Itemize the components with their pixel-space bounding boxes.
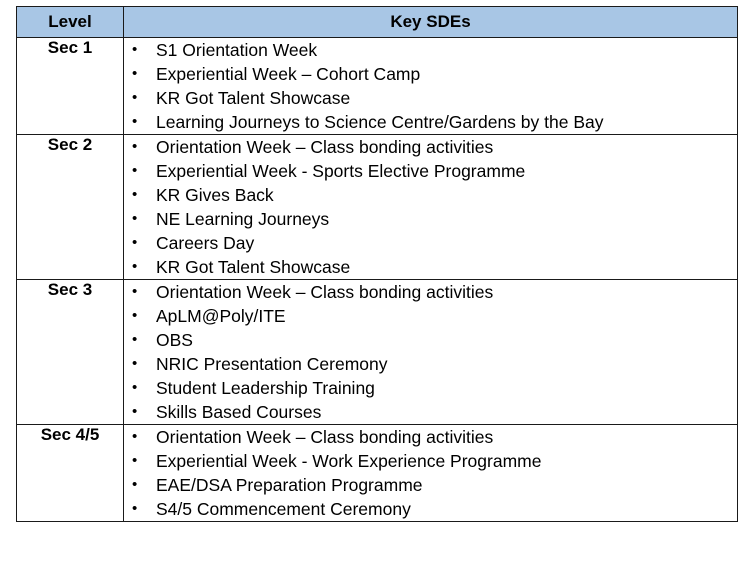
list-item: • Careers Day [124, 231, 737, 255]
level-cell: Sec 3 [16, 279, 124, 425]
bullet-icon: • [132, 65, 138, 82]
bullet-icon: • [132, 283, 138, 300]
list-item: • Orientation Week – Class bonding activi… [124, 280, 737, 304]
list-item: • KR Got Talent Showcase [124, 255, 737, 279]
list-item: • S4/5 Commencement Ceremony [124, 497, 737, 521]
bullet-icon: • [132, 89, 138, 106]
bullet-icon: • [132, 138, 138, 155]
list-item: • Experiential Week - Sports Elective Pro… [124, 159, 737, 183]
sde-cell: • S1 Orientation Week • Experiential Week … [123, 37, 738, 135]
list-item: • Experiential Week - Work Experience Pro… [124, 449, 737, 473]
bullet-icon: • [132, 500, 138, 517]
list-item: • OBS [124, 328, 737, 352]
sde-item-text: Careers Day [156, 233, 255, 253]
table-row: Sec 1 • S1 Orientation Week • Experiential… [16, 37, 738, 135]
bullet-icon: • [132, 307, 138, 324]
sde-item-text: OBS [156, 330, 193, 350]
sde-item-text: Orientation Week – Class bonding activit… [156, 282, 494, 302]
key-sdes-column-header: Key SDEs [123, 6, 738, 38]
bullet-icon: • [132, 452, 138, 469]
sde-item-text: KR Gives Back [156, 185, 274, 205]
sde-item-text: Orientation Week – Class bonding activit… [156, 427, 494, 447]
list-item: • Orientation Week – Class bonding activi… [124, 425, 737, 449]
bullet-icon: • [132, 113, 138, 130]
list-item: • KR Gives Back [124, 183, 737, 207]
sde-item-text: Orientation Week – Class bonding activit… [156, 137, 494, 157]
list-item: • KR Got Talent Showcase [124, 86, 737, 110]
bullet-icon: • [132, 331, 138, 348]
sde-item-text: Experiential Week - Sports Elective Prog… [156, 161, 526, 181]
list-item: • Student Leadership Training [124, 376, 737, 400]
table-row: Sec 4/5 • Orientation Week – Class bondin… [16, 424, 738, 522]
sde-item-text: KR Got Talent Showcase [156, 257, 351, 277]
sde-item-text: Skills Based Courses [156, 402, 322, 422]
sde-item-text: S1 Orientation Week [156, 40, 318, 60]
bullet-icon: • [132, 258, 138, 275]
sde-item-text: S4/5 Commencement Ceremony [156, 499, 411, 519]
sde-item-text: Student Leadership Training [156, 378, 375, 398]
bullet-icon: • [132, 476, 138, 493]
list-item: • Learning Journeys to Science Centre/Gar… [124, 110, 737, 134]
list-item: • ApLM@Poly/ITE [124, 304, 737, 328]
bullet-icon: • [132, 162, 138, 179]
bullet-icon: • [132, 379, 138, 396]
sde-item-text: KR Got Talent Showcase [156, 88, 351, 108]
sde-list: • S1 Orientation Week • Experiential Week … [124, 38, 737, 134]
list-item: • EAE/DSA Preparation Programme [124, 473, 737, 497]
sde-cell: • Orientation Week – Class bonding activi… [123, 134, 738, 280]
list-item: • NRIC Presentation Ceremony [124, 352, 737, 376]
sde-list: • Orientation Week – Class bonding activi… [124, 425, 737, 521]
level-column-header: Level [16, 6, 124, 38]
sde-cell: • Orientation Week – Class bonding activi… [123, 279, 738, 425]
list-item: • Skills Based Courses [124, 400, 737, 424]
list-item: • NE Learning Journeys [124, 207, 737, 231]
sde-list: • Orientation Week – Class bonding activi… [124, 280, 737, 424]
level-cell: Sec 4/5 [16, 424, 124, 522]
list-item: • S1 Orientation Week [124, 38, 737, 62]
key-sdes-table: Level Key SDEs Sec 1 • S1 Orientation Wee… [16, 6, 738, 522]
sde-cell: • Orientation Week – Class bonding activi… [123, 424, 738, 522]
sde-list: • Orientation Week – Class bonding activi… [124, 135, 737, 279]
list-item: • Orientation Week – Class bonding activi… [124, 135, 737, 159]
sde-item-text: ApLM@Poly/ITE [156, 306, 286, 326]
table-body: Sec 1 • S1 Orientation Week • Experiential… [16, 37, 738, 522]
table-row: Sec 3 • Orientation Week – Class bonding … [16, 279, 738, 425]
sde-item-text: Experiential Week - Work Experience Prog… [156, 451, 542, 471]
bullet-icon: • [132, 210, 138, 227]
sde-item-text: NE Learning Journeys [156, 209, 330, 229]
bullet-icon: • [132, 186, 138, 203]
bullet-icon: • [132, 41, 138, 58]
sde-item-text: Learning Journeys to Science Centre/Gard… [156, 112, 604, 132]
level-cell: Sec 2 [16, 134, 124, 280]
sde-item-text: NRIC Presentation Ceremony [156, 354, 388, 374]
sde-item-text: EAE/DSA Preparation Programme [156, 475, 423, 495]
header-row: Level Key SDEs [16, 6, 738, 38]
list-item: • Experiential Week – Cohort Camp [124, 62, 737, 86]
bullet-icon: • [132, 355, 138, 372]
level-cell: Sec 1 [16, 37, 124, 135]
bullet-icon: • [132, 403, 138, 420]
bullet-icon: • [132, 428, 138, 445]
sde-item-text: Experiential Week – Cohort Camp [156, 64, 421, 84]
table-row: Sec 2 • Orientation Week – Class bonding … [16, 134, 738, 280]
bullet-icon: • [132, 234, 138, 251]
